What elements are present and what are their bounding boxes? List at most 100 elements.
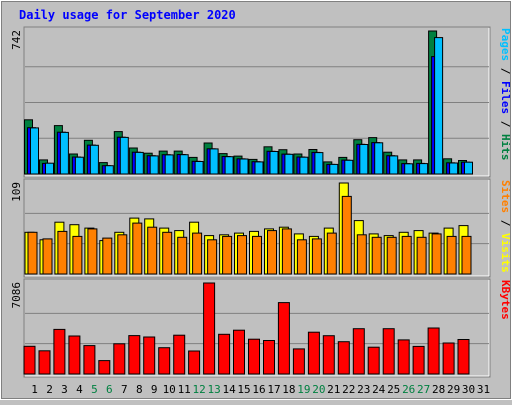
x-tick-label-day-10: 10 xyxy=(163,383,176,396)
bar-pages-day-27 xyxy=(420,164,428,174)
x-tick-label-day-31: 31 xyxy=(477,383,490,396)
bar-pages-day-16 xyxy=(255,162,263,174)
bar-sites-day-22 xyxy=(342,196,351,274)
x-tick-label-day-18: 18 xyxy=(282,383,295,396)
bar-kbytes-day-9 xyxy=(144,337,155,374)
x-tick-label-day-15: 15 xyxy=(237,383,250,396)
bar-pages-day-5 xyxy=(90,145,98,174)
bar-kbytes-day-1 xyxy=(24,346,35,374)
bar-pages-day-17 xyxy=(270,152,278,175)
bar-pages-day-23 xyxy=(360,145,368,175)
bar-kbytes-day-7 xyxy=(114,344,125,374)
bar-pages-day-9 xyxy=(150,156,158,174)
bar-kbytes-day-6 xyxy=(99,361,110,374)
bar-kbytes-day-19 xyxy=(293,349,304,374)
bar-pages-day-7 xyxy=(120,137,128,174)
bar-sites-day-17 xyxy=(268,231,277,274)
bar-sites-day-21 xyxy=(327,233,336,274)
bar-sites-day-15 xyxy=(238,236,247,274)
bar-kbytes-day-5 xyxy=(84,346,95,374)
y-max-label: 742 xyxy=(10,30,23,50)
bar-sites-day-20 xyxy=(312,239,321,274)
bar-kbytes-day-3 xyxy=(54,329,65,374)
bar-sites-day-23 xyxy=(357,235,366,274)
bar-sites-day-10 xyxy=(163,232,172,274)
bar-pages-day-30 xyxy=(465,162,473,174)
bar-pages-day-12 xyxy=(195,162,203,175)
bar-kbytes-day-30 xyxy=(458,340,469,375)
x-tick-label-day-29: 29 xyxy=(447,383,460,396)
x-tick-label-day-3: 3 xyxy=(61,383,68,396)
bar-kbytes-day-12 xyxy=(189,351,200,374)
bar-sites-day-14 xyxy=(223,236,232,274)
bar-kbytes-day-26 xyxy=(398,340,409,374)
bar-pages-day-6 xyxy=(105,166,113,174)
bar-sites-day-18 xyxy=(282,229,291,274)
bar-sites-day-1 xyxy=(28,232,37,274)
bar-pages-day-24 xyxy=(375,143,383,174)
bar-sites-day-12 xyxy=(193,233,202,274)
bar-kbytes-day-23 xyxy=(353,329,364,374)
bar-pages-day-20 xyxy=(315,153,323,174)
bar-kbytes-day-18 xyxy=(278,303,289,374)
x-tick-label-day-27: 27 xyxy=(417,383,430,396)
bar-sites-day-7 xyxy=(118,235,127,274)
bar-pages-day-11 xyxy=(180,155,188,174)
bar-pages-day-25 xyxy=(390,156,398,174)
bar-sites-day-24 xyxy=(372,237,381,274)
bar-pages-day-18 xyxy=(285,154,293,174)
bar-sites-day-27 xyxy=(417,237,426,274)
x-tick-label-day-20: 20 xyxy=(312,383,325,396)
bar-kbytes-day-21 xyxy=(323,336,334,374)
bar-pages-day-8 xyxy=(135,152,143,174)
bar-kbytes-day-11 xyxy=(174,335,185,374)
y-max-label: 7086 xyxy=(10,282,23,309)
x-tick-label-day-4: 4 xyxy=(76,383,83,396)
bar-sites-day-26 xyxy=(402,236,411,274)
bar-kbytes-day-27 xyxy=(413,346,424,374)
bar-pages-day-3 xyxy=(60,132,68,174)
bar-sites-day-30 xyxy=(462,236,471,274)
bar-sites-day-25 xyxy=(387,237,396,274)
bar-sites-day-28 xyxy=(432,234,441,274)
x-tick-label-day-6: 6 xyxy=(106,383,113,396)
bar-kbytes-day-29 xyxy=(443,343,454,374)
bar-kbytes-day-10 xyxy=(159,348,170,374)
bar-sites-day-16 xyxy=(253,236,262,274)
x-tick-label-day-1: 1 xyxy=(31,383,38,396)
bar-pages-day-22 xyxy=(345,160,353,174)
bar-pages-day-2 xyxy=(46,163,54,174)
bar-sites-day-5 xyxy=(88,229,97,274)
x-tick-label-day-17: 17 xyxy=(267,383,280,396)
bar-pages-day-10 xyxy=(165,155,173,174)
x-tick-label-day-28: 28 xyxy=(432,383,445,396)
bar-pages-day-14 xyxy=(225,157,233,174)
bar-kbytes-day-2 xyxy=(39,351,50,374)
bar-pages-day-13 xyxy=(210,149,218,174)
bar-kbytes-day-25 xyxy=(383,329,394,374)
bar-sites-day-8 xyxy=(133,223,142,274)
bar-kbytes-day-4 xyxy=(69,336,80,374)
x-tick-label-day-7: 7 xyxy=(121,383,128,396)
bar-kbytes-day-13 xyxy=(204,283,215,374)
chart-title: Daily usage for September 2020 xyxy=(19,8,236,22)
bar-sites-day-11 xyxy=(178,237,187,274)
x-tick-label-day-23: 23 xyxy=(357,383,370,396)
bar-kbytes-day-22 xyxy=(338,342,349,374)
bar-kbytes-day-24 xyxy=(368,347,379,374)
bar-sites-day-2 xyxy=(43,239,52,274)
x-tick-label-day-2: 2 xyxy=(46,383,53,396)
bar-kbytes-day-15 xyxy=(234,330,245,374)
x-tick-label-day-9: 9 xyxy=(151,383,158,396)
bar-sites-day-6 xyxy=(103,238,112,274)
bar-sites-day-13 xyxy=(208,240,217,274)
bar-sites-day-9 xyxy=(148,227,157,274)
bar-kbytes-day-14 xyxy=(219,334,230,374)
bar-pages-day-26 xyxy=(405,164,413,174)
x-tick-label-day-24: 24 xyxy=(372,383,386,396)
x-tick-label-day-5: 5 xyxy=(91,383,98,396)
x-tick-label-day-13: 13 xyxy=(207,383,220,396)
x-tick-label-day-22: 22 xyxy=(342,383,355,396)
